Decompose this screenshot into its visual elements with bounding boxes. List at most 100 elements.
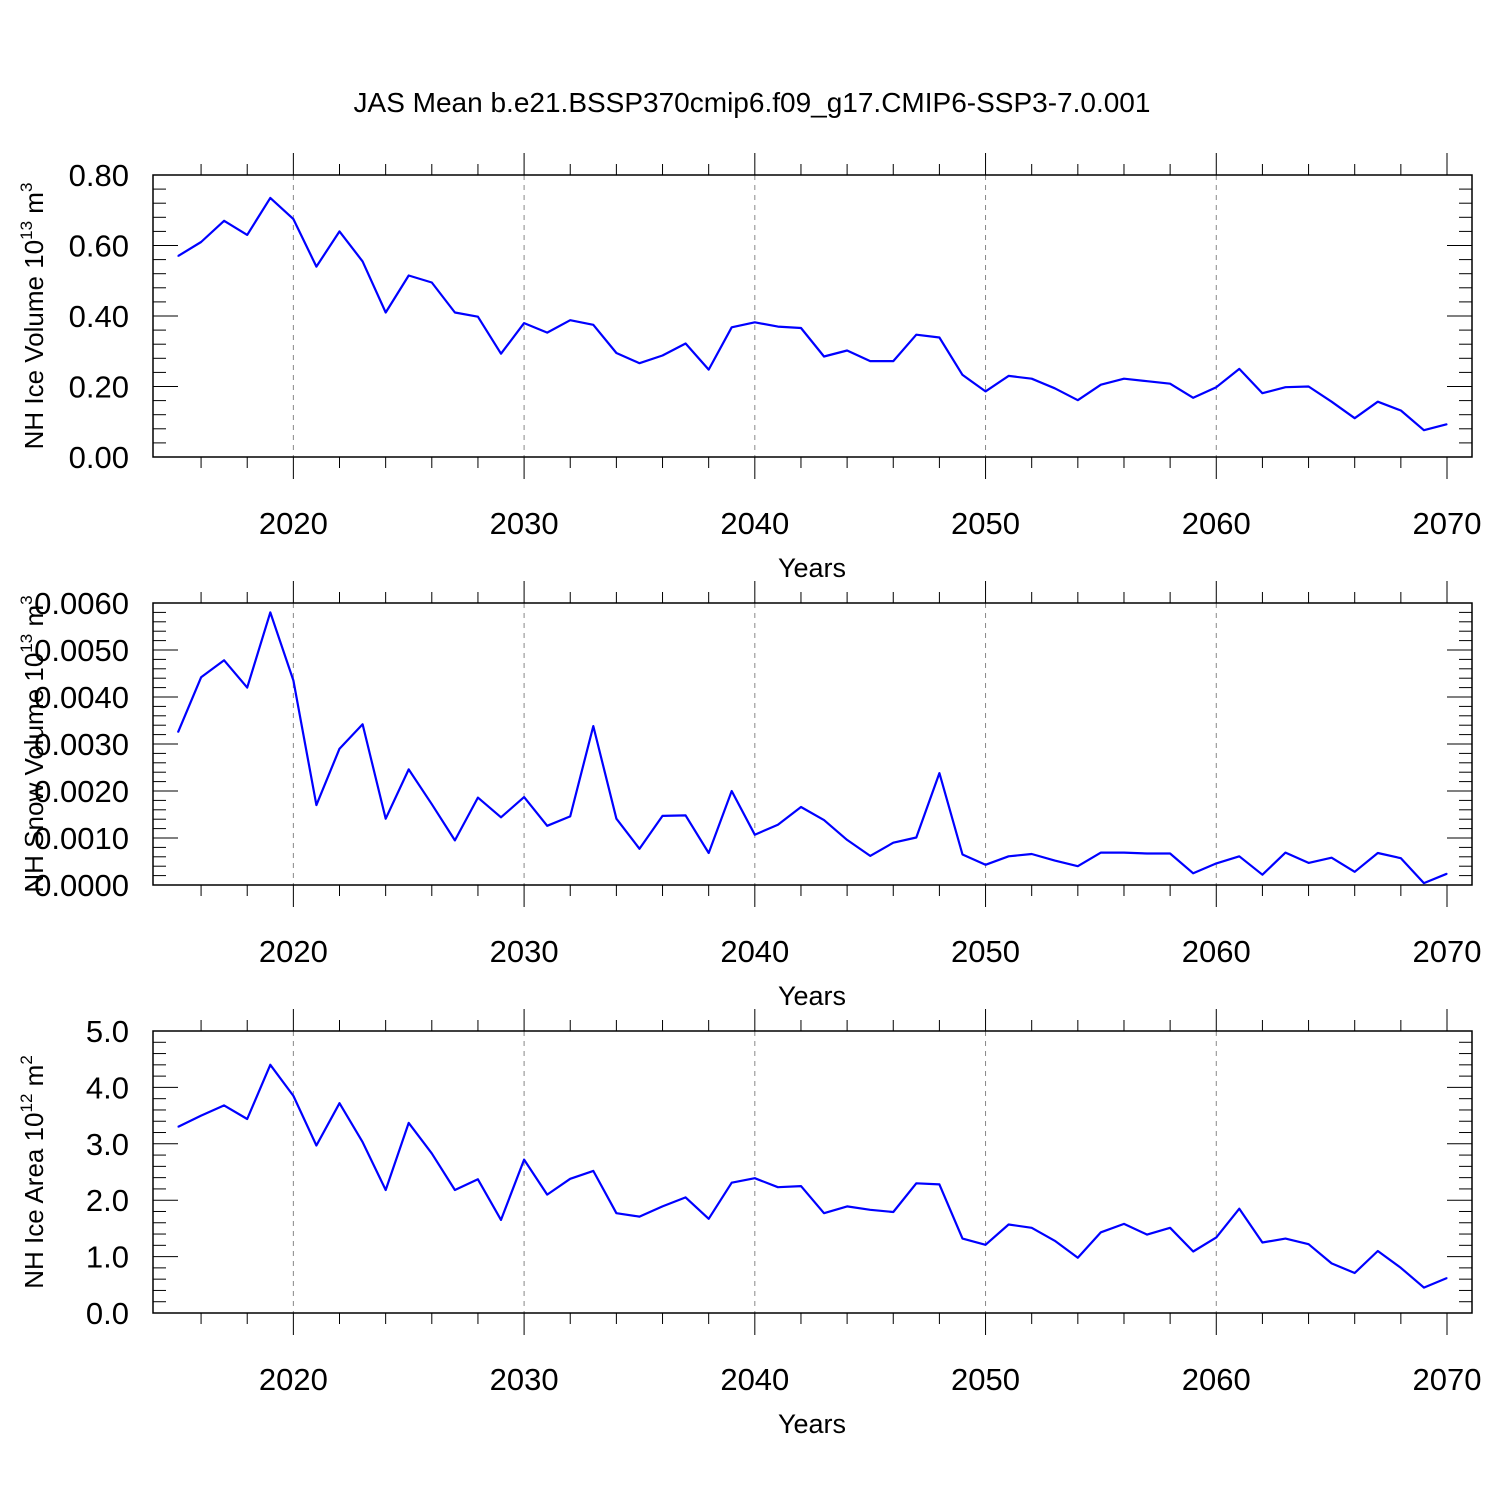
data-series-line [177, 1063, 1448, 1289]
y-tick-label: 0.0010 [34, 821, 129, 856]
data-point [177, 255, 179, 257]
y-axis-label-unit-exponent: 3 [17, 595, 36, 604]
data-point [500, 816, 502, 818]
y-tick-label: 0.80 [69, 158, 129, 193]
data-point [500, 353, 502, 355]
data-point [292, 679, 294, 682]
data-point [892, 842, 894, 844]
figure-title: JAS Mean b.e21.BSSP370cmip6.f09_g17.CMIP… [354, 87, 1151, 118]
data-point [892, 1211, 894, 1213]
data-point [800, 327, 802, 329]
data-point [523, 1158, 525, 1161]
data-point [338, 230, 341, 232]
data-point [961, 1237, 964, 1240]
y-axis-label-exponent: 12 [17, 1094, 36, 1113]
data-point [1238, 855, 1240, 857]
data-point [1400, 857, 1402, 859]
data-point [1169, 1227, 1171, 1229]
y-tick-label: 5.0 [86, 1014, 129, 1049]
x-tick-label: 2020 [259, 1362, 328, 1397]
data-point [1054, 1240, 1056, 1242]
y-axis-label-unit: m [19, 605, 49, 634]
data-point [1423, 429, 1425, 431]
data-point [385, 1189, 387, 1191]
data-point [177, 1126, 179, 1128]
data-point [1423, 882, 1425, 884]
data-point [1192, 872, 1194, 874]
y-tick-label: 0.0060 [34, 586, 129, 621]
data-point [984, 390, 987, 393]
data-point [1331, 857, 1333, 859]
y-tick-label: 0.0020 [34, 774, 129, 809]
data-point [1331, 1262, 1333, 1264]
y-axis-label: NH Ice Area 1012 m2 [17, 1055, 49, 1289]
panel-nh-ice-volume: 0.00 0.20 0.40 0.60 0.80 2020 2030 2040 2050 2060… [17, 153, 1481, 583]
y-tick-label: 0.20 [69, 370, 129, 405]
data-point [246, 687, 248, 689]
data-point [846, 1205, 848, 1208]
data-point [638, 1215, 641, 1218]
data-point [823, 1212, 825, 1214]
data-point [1192, 1250, 1194, 1253]
data-point [1077, 865, 1079, 867]
data-point [1008, 1223, 1010, 1226]
y-tick-label: 3.0 [86, 1127, 129, 1162]
data-point [1031, 378, 1033, 380]
data-point [754, 1177, 756, 1179]
data-point [1215, 386, 1217, 388]
x-tick-label: 2030 [490, 934, 559, 969]
y-axis-label: NH Snow Volume 1013 m3 [17, 595, 49, 892]
data-point [1123, 378, 1125, 380]
data-point [361, 1141, 364, 1143]
data-point [315, 804, 318, 806]
data-point [1169, 383, 1171, 385]
data-point [592, 725, 594, 727]
y-tick-label: 0.0000 [34, 868, 129, 903]
x-tick-label: 2020 [259, 934, 328, 969]
plot-frame [152, 174, 1473, 458]
data-point [1307, 385, 1310, 388]
data-point [1261, 874, 1264, 876]
data-point [1192, 397, 1194, 399]
x-tick-label: 2020 [259, 506, 328, 541]
y-axis-label-unit: m [19, 192, 49, 221]
data-point [661, 1205, 664, 1208]
data-point [1031, 1227, 1033, 1229]
data-point [1377, 852, 1379, 854]
data-point [685, 1196, 687, 1198]
plot-frame [152, 1030, 1473, 1314]
data-point [292, 218, 294, 220]
data-point [938, 772, 941, 774]
data-point [1100, 1231, 1102, 1233]
data-series-line [176, 611, 1448, 885]
data-point [546, 1193, 548, 1196]
y-tick-label: 0.00 [69, 440, 129, 475]
x-tick-label: 2030 [490, 1362, 559, 1397]
data-point [800, 806, 802, 808]
data-point [1238, 1208, 1240, 1210]
data-point [984, 864, 987, 866]
data-point [961, 374, 964, 376]
data-point [269, 1064, 271, 1066]
data-point [1238, 368, 1240, 370]
data-point [685, 342, 687, 345]
data-point [1400, 409, 1402, 412]
data-point [869, 855, 871, 857]
data-point [1100, 851, 1102, 854]
data-point [569, 815, 571, 817]
panel-nh-ice-area: 0.0 1.0 2.0 3.0 4.0 5.0 2020 2030 2040 2050 2060 20… [17, 1009, 1481, 1439]
data-point [915, 1182, 917, 1184]
data-point [961, 853, 964, 856]
data-point [1446, 423, 1448, 425]
data-point [615, 1212, 617, 1214]
data-point [431, 1152, 433, 1154]
data-point [361, 260, 364, 262]
chart-panels: 0.00 0.20 0.40 0.60 0.80 2020 2030 2040 2050 2060… [17, 153, 1481, 1439]
data-point [1284, 851, 1287, 854]
data-point [431, 803, 433, 805]
data-point [1123, 851, 1125, 854]
data-point [731, 790, 733, 792]
data-point [1215, 862, 1217, 864]
y-axis-label-exponent: 13 [17, 221, 36, 240]
data-point [246, 1118, 248, 1120]
